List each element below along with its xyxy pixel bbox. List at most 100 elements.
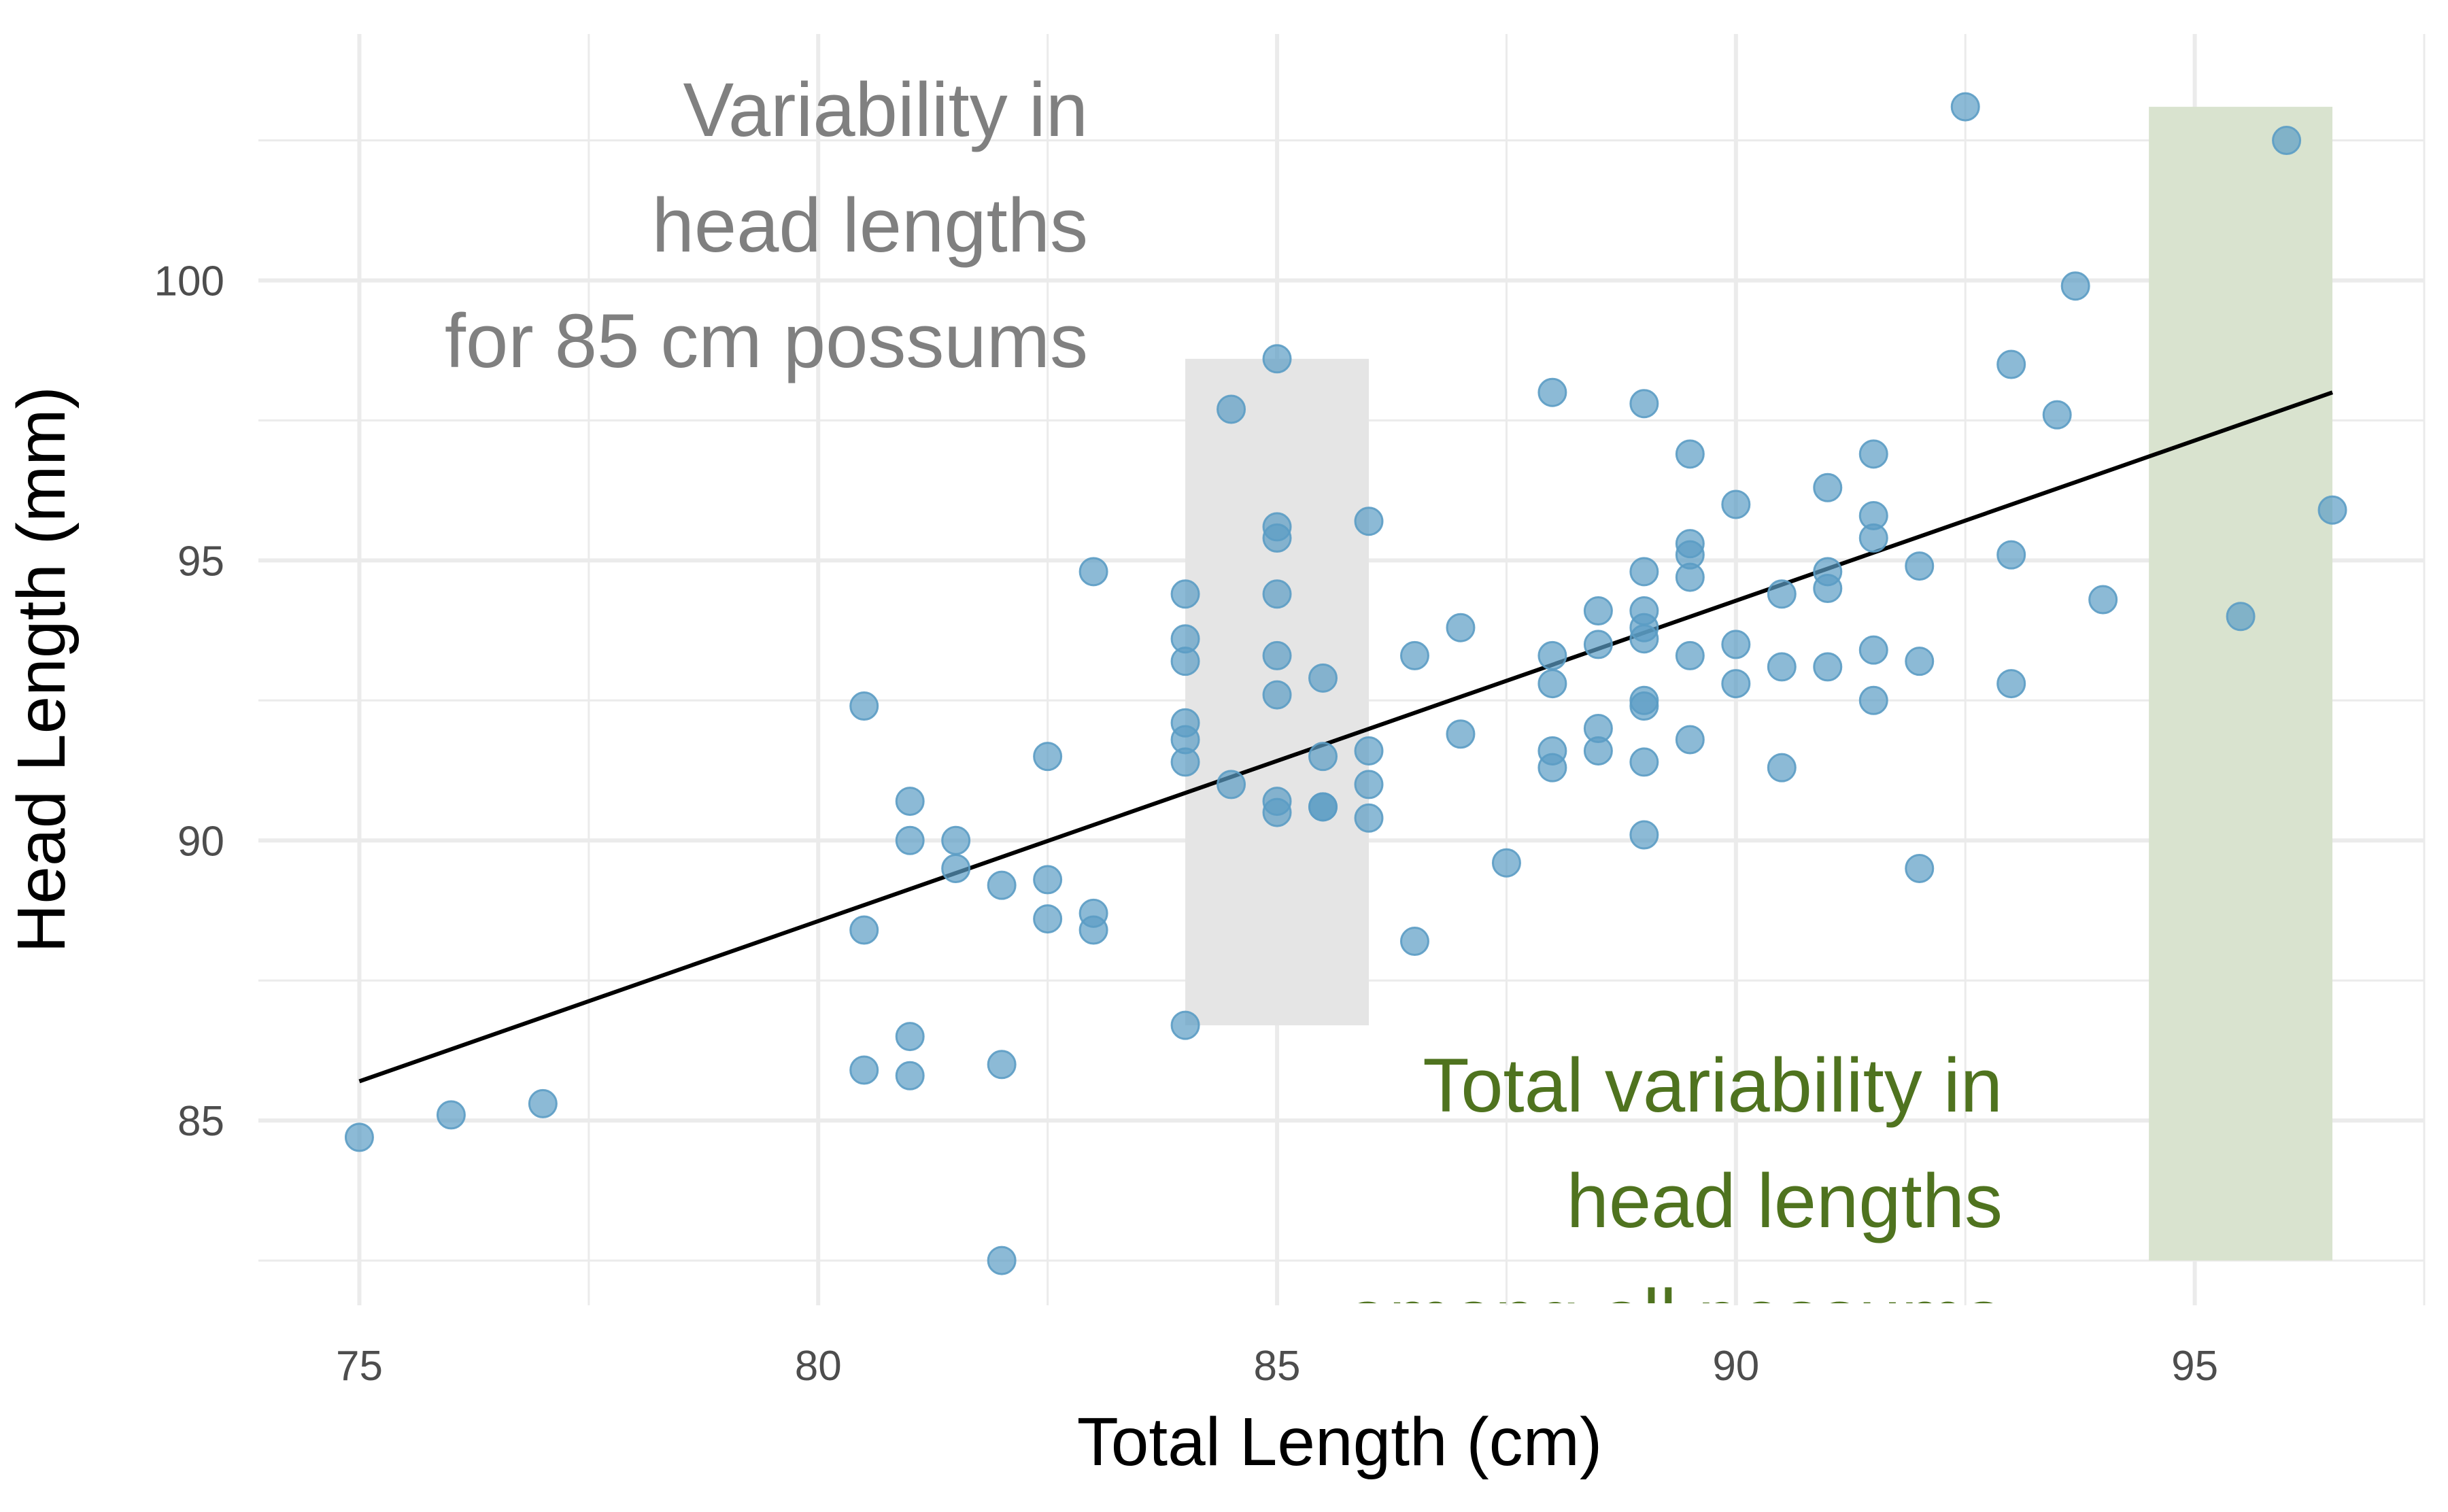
data-point — [1905, 647, 1935, 676]
annotation-85cm-line: Variability in — [683, 67, 1089, 152]
highlight-regions — [1185, 107, 2333, 1261]
data-point — [1675, 562, 1705, 592]
data-point — [1170, 1010, 1200, 1040]
data-point — [1950, 92, 1980, 122]
data-point — [1354, 803, 1384, 833]
data-point — [1446, 719, 1476, 749]
data-point — [1033, 742, 1063, 772]
data-point — [1262, 344, 1292, 374]
data-point — [1170, 747, 1200, 777]
data-point — [1767, 579, 1797, 609]
data-point — [987, 1050, 1017, 1080]
data-point — [1078, 557, 1108, 587]
data-point — [1537, 753, 1567, 783]
data-point — [849, 1055, 879, 1085]
data-point — [1629, 820, 1659, 850]
data-point — [895, 787, 925, 817]
data-point — [344, 1122, 374, 1152]
data-point — [1537, 669, 1567, 699]
data-point — [1308, 663, 1338, 693]
data-point — [1813, 472, 1843, 502]
data-point — [1446, 613, 1476, 642]
x-tick-label: 85 — [1254, 1343, 1301, 1390]
x-tick-label: 80 — [795, 1343, 842, 1390]
data-point — [1905, 853, 1935, 883]
data-point — [1262, 640, 1292, 670]
data-point — [1217, 770, 1246, 800]
data-point — [1996, 349, 2026, 379]
data-point — [1217, 394, 1246, 424]
data-point — [1629, 691, 1659, 721]
data-point — [1262, 797, 1292, 827]
x-tick-label: 75 — [336, 1343, 383, 1390]
data-point — [1262, 523, 1292, 553]
x-axis-title: Total Length (cm) — [1077, 1404, 1603, 1480]
data-point — [895, 1061, 925, 1090]
annotation-total-line: Total variability in — [1423, 1043, 2003, 1128]
data-point — [2226, 602, 2256, 632]
data-point — [1583, 736, 1613, 766]
data-point — [1721, 630, 1751, 659]
highlight-total-band — [2149, 107, 2333, 1261]
data-point — [1996, 540, 2026, 570]
annotation-85cm-line: head lengths — [652, 183, 1088, 268]
data-point — [1721, 669, 1751, 699]
data-point — [1629, 747, 1659, 777]
data-point — [1170, 579, 1200, 609]
data-point — [436, 1100, 466, 1130]
data-point — [1033, 865, 1063, 895]
data-point — [1308, 792, 1338, 822]
x-tick-label: 90 — [1712, 1343, 1759, 1390]
annotation-total-line: head lengths — [1567, 1158, 2003, 1243]
data-point — [895, 825, 925, 855]
tick-labels: 75 80 85 90 95 85 90 95 100 — [154, 258, 2219, 1390]
data-point — [1813, 574, 1843, 604]
regression-line-group — [358, 390, 2334, 1084]
data-points — [344, 92, 2347, 1275]
data-point — [1583, 596, 1613, 626]
data-point — [895, 1022, 925, 1052]
regression-line — [358, 390, 2334, 1084]
data-point — [987, 870, 1017, 900]
data-point — [2042, 400, 2072, 430]
data-point — [1354, 770, 1384, 800]
data-point — [941, 853, 971, 883]
data-point — [1675, 725, 1705, 755]
y-tick-label: 85 — [177, 1098, 224, 1145]
data-point — [1629, 389, 1659, 419]
data-point — [1675, 640, 1705, 670]
data-point — [1262, 680, 1292, 710]
annotations: Variability in head lengths for 85 cm poss… — [445, 67, 2003, 1359]
data-point — [1399, 640, 1429, 670]
data-point — [1905, 551, 1935, 581]
data-point — [1583, 630, 1613, 659]
annotation-total-line: among all possums — [1346, 1274, 2003, 1359]
data-point — [1813, 652, 1843, 682]
data-point — [1399, 927, 1429, 957]
data-point — [1858, 523, 1888, 553]
data-point — [1537, 640, 1567, 670]
data-point — [1262, 579, 1292, 609]
data-point — [941, 825, 971, 855]
data-point — [849, 915, 879, 945]
data-point — [1629, 624, 1659, 654]
data-point — [2272, 126, 2302, 156]
data-point — [1721, 489, 1751, 519]
data-point — [1078, 915, 1108, 945]
data-point — [1675, 439, 1705, 469]
data-point — [1629, 557, 1659, 587]
data-point — [1858, 685, 1888, 715]
data-point — [1491, 848, 1521, 878]
y-tick-label: 95 — [177, 538, 224, 585]
x-tick-label: 95 — [2171, 1343, 2218, 1390]
data-point — [1767, 652, 1797, 682]
data-point — [1033, 904, 1063, 934]
y-tick-label: 90 — [177, 818, 224, 865]
data-point — [987, 1245, 1017, 1275]
data-point — [1308, 742, 1338, 772]
data-point — [1354, 506, 1384, 536]
data-point — [1170, 647, 1200, 676]
data-point — [1354, 736, 1384, 766]
